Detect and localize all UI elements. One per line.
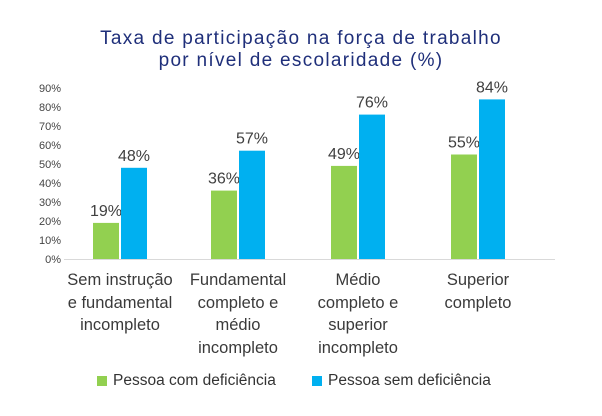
- category-label-line: médio: [215, 316, 261, 334]
- legend-item-sem-deficiencia: Pessoa sem deficiência: [312, 372, 491, 390]
- category-label: Sem instrução e fundamental incompleto: [50, 269, 190, 337]
- category-label-line: Fundamental: [189, 271, 287, 289]
- category-label-line: e fundamental: [67, 293, 173, 312]
- bar-sem-deficiencia: [239, 150, 265, 259]
- chart-title-line-1: Taxa de participação na força de trabalh…: [100, 28, 502, 49]
- bar-sem-deficiencia: [479, 99, 505, 260]
- y-tick-label: 90%: [39, 83, 61, 95]
- data-label: 57%: [236, 131, 268, 148]
- category-label-line: completo e: [317, 293, 399, 312]
- bar-com-deficiencia: [211, 190, 237, 259]
- y-tick-label: 30%: [39, 197, 61, 209]
- legend-swatch-com-deficiencia: [97, 376, 107, 386]
- category-label-line: Médio: [335, 271, 381, 289]
- category-label: Médio completo e superior incompleto: [288, 269, 428, 359]
- y-tick-label: 10%: [39, 235, 61, 247]
- y-tick-label: 20%: [39, 216, 61, 228]
- category-label: Fundamental completo e médio incompleto: [168, 269, 308, 359]
- y-tick-label: 40%: [39, 178, 61, 190]
- legend-item-com-deficiencia: Pessoa com deficiência: [97, 372, 276, 390]
- category-label-line: completo e: [197, 293, 279, 312]
- data-label: 49%: [328, 146, 360, 163]
- y-tick-label: 80%: [39, 102, 61, 114]
- data-label: 19%: [90, 203, 122, 220]
- category-label-line: incompleto: [318, 338, 398, 357]
- data-label: 76%: [356, 95, 388, 112]
- y-tick-label: 50%: [39, 159, 61, 171]
- category-label-line: Superior: [446, 271, 510, 289]
- data-label: 48%: [118, 148, 150, 165]
- legend-label-sem-deficiencia: Pessoa sem deficiência: [328, 372, 491, 389]
- bar-sem-deficiencia: [359, 114, 385, 259]
- category-label-line: incompleto: [198, 338, 278, 357]
- chart-title-line-2: por nível de escolaridade (%): [158, 50, 444, 71]
- legend-label-com-deficiencia: Pessoa com deficiência: [113, 372, 276, 389]
- category-label-line: completo: [444, 293, 512, 312]
- legend: Pessoa com deficiência Pessoa sem defici…: [0, 372, 602, 394]
- category-label-line: superior: [328, 316, 388, 334]
- data-label: 84%: [476, 79, 508, 96]
- bar-com-deficiencia: [331, 165, 357, 259]
- data-label: 36%: [208, 171, 240, 188]
- bar-com-deficiencia: [451, 154, 477, 259]
- category-label-line: Sem instrução: [67, 271, 173, 289]
- legend-swatch-sem-deficiencia: [312, 376, 322, 386]
- bar-sem-deficiencia: [121, 167, 147, 259]
- category-label-line: incompleto: [80, 316, 160, 334]
- category-label: Superior completo: [408, 269, 548, 314]
- y-tick-label: 0%: [45, 254, 61, 266]
- y-tick-label: 60%: [39, 140, 61, 152]
- y-tick-label: 70%: [39, 121, 61, 133]
- bar-com-deficiencia: [93, 222, 119, 259]
- data-label: 55%: [448, 135, 480, 152]
